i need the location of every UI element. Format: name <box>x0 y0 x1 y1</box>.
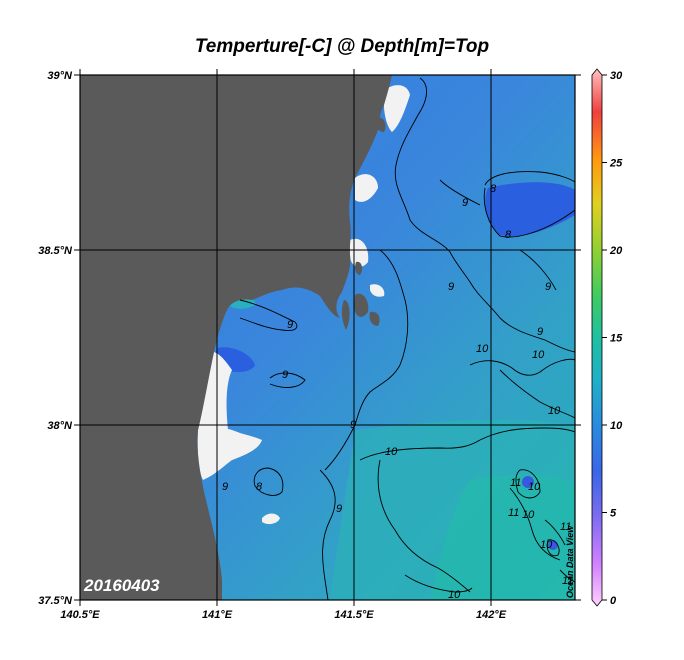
island-4 <box>375 117 386 132</box>
contour-label: 8 <box>490 183 497 195</box>
contour-label: 11 <box>508 507 519 519</box>
contour-label: 10 <box>385 446 398 458</box>
colorbar-tick-label: 5 <box>610 508 617 520</box>
lat-tick-label: 38°N <box>47 420 73 432</box>
lon-tick-label: 142°E <box>476 609 507 621</box>
colorbar-tick-label: 15 <box>610 333 623 345</box>
colorbar-tick-label: 30 <box>610 70 623 82</box>
cold-water-patch-ne <box>485 182 575 237</box>
colorbar: 30 25 20 15 10 5 0 <box>591 68 623 607</box>
cold-eddy-1 <box>522 476 534 488</box>
lon-tick-labels: 140.5°E 141°E 141.5°E 142°E <box>60 609 506 621</box>
contour-label: 11 <box>562 575 573 587</box>
no-data-blob-n2 <box>355 174 378 202</box>
contour-label: 11 <box>560 521 571 533</box>
warmest-water-region <box>430 474 575 600</box>
island-3 <box>369 311 380 326</box>
contour-label: 9 <box>222 481 228 493</box>
contour-label: 10 <box>528 481 541 493</box>
contour-label: 10 <box>448 589 461 601</box>
map-frame <box>79 74 576 601</box>
colorbar-scale <box>591 68 603 607</box>
contour-label: 10 <box>532 349 545 361</box>
contour-label: 10 <box>548 405 561 417</box>
island-5 <box>355 261 363 275</box>
graticule <box>80 75 575 600</box>
contour-label: 10 <box>476 343 489 355</box>
contour-label: 10 <box>522 509 535 521</box>
contour-label: 9 <box>287 319 293 331</box>
contour-label: 8 <box>505 229 512 241</box>
watermark-label: Ocean Data View <box>565 525 575 598</box>
lat-tick-labels: 39°N 38.5°N 38°N 37.5°N <box>38 70 73 607</box>
island-1 <box>354 293 369 317</box>
lat-tick-label: 37.5°N <box>38 595 73 607</box>
colorbar-tick-label: 20 <box>609 245 623 257</box>
map-title: Temperture[-C] @ Depth[m]=Top <box>194 36 490 57</box>
contour-label: 9 <box>462 197 468 209</box>
no-data-blob-n4 <box>370 284 385 297</box>
contour-label: 9 <box>545 281 551 293</box>
lon-tick-label: 141.5°E <box>334 609 374 621</box>
no-data-blob-n1 <box>383 85 410 132</box>
contour-label: 10 <box>540 539 553 551</box>
lat-tick-label: 38.5°N <box>38 245 73 257</box>
contour-label: 9 <box>336 503 342 515</box>
no-data-blob-n3 <box>350 238 369 267</box>
lon-tick-label: 141°E <box>202 609 233 621</box>
lat-tick-label: 39°N <box>47 70 73 82</box>
map-area: 9 8 8 9 9 9 9 10 10 9 10 9 9 8 9 10 11 1… <box>80 75 575 601</box>
frame-ticks <box>74 69 581 606</box>
contour-label: 9 <box>282 369 288 381</box>
date-stamp: 20160403 <box>83 576 160 595</box>
colorbar-tick-label: 25 <box>609 158 623 170</box>
contour-lines <box>239 77 575 600</box>
contour-labels: 9 8 8 9 9 9 9 10 10 9 10 9 9 8 9 10 11 1… <box>222 183 573 601</box>
island-2 <box>341 300 350 330</box>
lon-tick-label: 140.5°E <box>60 609 100 621</box>
no-data-region-2 <box>198 427 262 460</box>
colorbar-tick-label: 0 <box>610 595 617 607</box>
no-data-blob-s <box>262 513 280 525</box>
contour-label: 9 <box>537 326 543 338</box>
contour-label: 8 <box>256 481 263 493</box>
contour-label: 11 <box>510 477 521 489</box>
land-mass-honshu <box>80 75 392 600</box>
contour-label: 9 <box>448 281 454 293</box>
colorbar-tick-label: 10 <box>610 420 623 432</box>
